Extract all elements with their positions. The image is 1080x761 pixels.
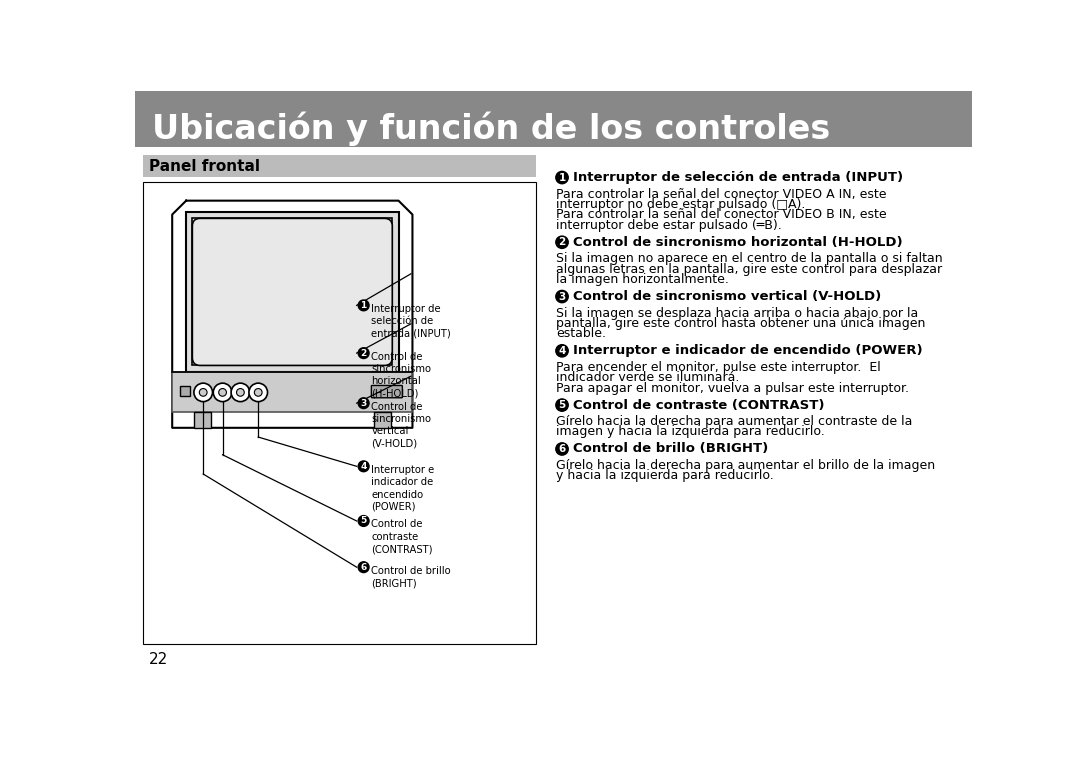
Text: 3: 3 — [558, 291, 566, 301]
Text: 2: 2 — [361, 349, 367, 358]
Text: interruptor no debe estar pulsado (□A).: interruptor no debe estar pulsado (□A). — [556, 198, 806, 211]
Text: y hacia la izquierda para reducirlo.: y hacia la izquierda para reducirlo. — [556, 470, 773, 482]
Circle shape — [237, 389, 244, 396]
Circle shape — [231, 383, 249, 402]
Bar — [192, 218, 392, 365]
Text: Control de sincronismo vertical (V-HOLD): Control de sincronismo vertical (V-HOLD) — [572, 290, 881, 303]
Text: 3: 3 — [361, 399, 367, 408]
Circle shape — [213, 383, 232, 402]
Text: 2: 2 — [558, 237, 566, 247]
Text: Control de
sincronismo
vertical
(V-HOLD): Control de sincronismo vertical (V-HOLD) — [372, 402, 431, 449]
FancyBboxPatch shape — [192, 218, 392, 365]
Text: 5: 5 — [558, 400, 566, 410]
Circle shape — [359, 562, 369, 572]
Polygon shape — [172, 201, 413, 428]
Circle shape — [255, 389, 262, 396]
Bar — [194, 412, 211, 428]
Text: 22: 22 — [149, 652, 168, 667]
Text: Panel frontal: Panel frontal — [149, 158, 260, 174]
Text: Control de sincronismo horizontal (H-HOLD): Control de sincronismo horizontal (H-HOL… — [572, 236, 903, 249]
Text: 1: 1 — [361, 301, 367, 310]
Circle shape — [248, 383, 268, 402]
Circle shape — [359, 300, 369, 310]
Text: Interruptor e
indicador de
encendido
(POWER): Interruptor e indicador de encendido (PO… — [372, 465, 434, 512]
Text: Control de contraste (CONTRAST): Control de contraste (CONTRAST) — [572, 399, 824, 412]
Text: pantalla, gire este control hasta obtener una única imagen: pantalla, gire este control hasta obtene… — [556, 317, 926, 330]
Text: algunas letras en la pantalla, gire este control para desplazar: algunas letras en la pantalla, gire este… — [556, 263, 942, 275]
Text: 4: 4 — [558, 345, 566, 356]
Text: estable.: estable. — [556, 327, 606, 340]
Bar — [374, 412, 391, 428]
Circle shape — [556, 345, 568, 357]
Text: Interruptor e indicador de encendido (POWER): Interruptor e indicador de encendido (PO… — [572, 344, 922, 358]
Circle shape — [556, 171, 568, 183]
Text: Ubicación y función de los controles: Ubicación y función de los controles — [152, 112, 831, 146]
Text: Para apagar el monitor, vuelva a pulsar este interruptor.: Para apagar el monitor, vuelva a pulsar … — [556, 381, 909, 395]
Text: Para encender el monitor, pulse este interruptor.  El: Para encender el monitor, pulse este int… — [556, 361, 880, 374]
Text: imagen y hacia la izquierda para reducirlo.: imagen y hacia la izquierda para reducir… — [556, 425, 824, 438]
Bar — [143, 182, 536, 644]
Bar — [143, 155, 536, 177]
Text: 1: 1 — [558, 173, 566, 183]
Text: Interruptor de
selección de
entrada (INPUT): Interruptor de selección de entrada (INP… — [372, 304, 451, 339]
Circle shape — [359, 461, 369, 472]
Text: 5: 5 — [361, 517, 367, 526]
Circle shape — [556, 236, 568, 248]
Bar — [180, 387, 190, 396]
Circle shape — [359, 348, 369, 358]
Text: indicador verde se iluminará.: indicador verde se iluminará. — [556, 371, 739, 384]
Circle shape — [194, 383, 213, 402]
FancyBboxPatch shape — [372, 386, 403, 398]
Text: Control de brillo
(BRIGHT): Control de brillo (BRIGHT) — [372, 565, 451, 588]
Circle shape — [556, 443, 568, 455]
Text: Si la imagen no aparece en el centro de la pantalla o si faltan: Si la imagen no aparece en el centro de … — [556, 252, 943, 266]
Text: Interruptor de selección de entrada (INPUT): Interruptor de selección de entrada (INP… — [572, 171, 903, 184]
Circle shape — [359, 398, 369, 409]
Text: Gírelo hacia la derecha para aumentar el contraste de la: Gírelo hacia la derecha para aumentar el… — [556, 415, 913, 428]
Circle shape — [200, 389, 207, 396]
Text: Para controlar la señal del conector VIDEO A IN, este: Para controlar la señal del conector VID… — [556, 187, 887, 201]
Text: Control de
contraste
(CONTRAST): Control de contraste (CONTRAST) — [372, 520, 433, 554]
Circle shape — [359, 516, 369, 527]
Text: la imagen horizontalmente.: la imagen horizontalmente. — [556, 273, 729, 286]
Text: 6: 6 — [558, 444, 566, 454]
Text: Para controlar la señal del conector VIDEO B IN, este: Para controlar la señal del conector VID… — [556, 209, 887, 221]
Text: Control de brillo (BRIGHT): Control de brillo (BRIGHT) — [572, 442, 768, 456]
Bar — [135, 91, 972, 147]
Circle shape — [556, 399, 568, 411]
Circle shape — [556, 291, 568, 303]
Text: Si la imagen se desplaza hacia arriba o hacia abajo por la: Si la imagen se desplaza hacia arriba o … — [556, 307, 918, 320]
Text: Gírelo hacia la derecha para aumentar el brillo de la imagen: Gírelo hacia la derecha para aumentar el… — [556, 459, 935, 472]
Bar — [186, 212, 399, 371]
Bar — [172, 372, 413, 412]
Text: 6: 6 — [361, 562, 367, 572]
Text: 4: 4 — [361, 462, 367, 471]
Circle shape — [218, 389, 227, 396]
Text: Control de
sincronismo
horizontal
(H-HOLD): Control de sincronismo horizontal (H-HOL… — [372, 352, 431, 399]
Text: interruptor debe estar pulsado (═B).: interruptor debe estar pulsado (═B). — [556, 218, 782, 232]
